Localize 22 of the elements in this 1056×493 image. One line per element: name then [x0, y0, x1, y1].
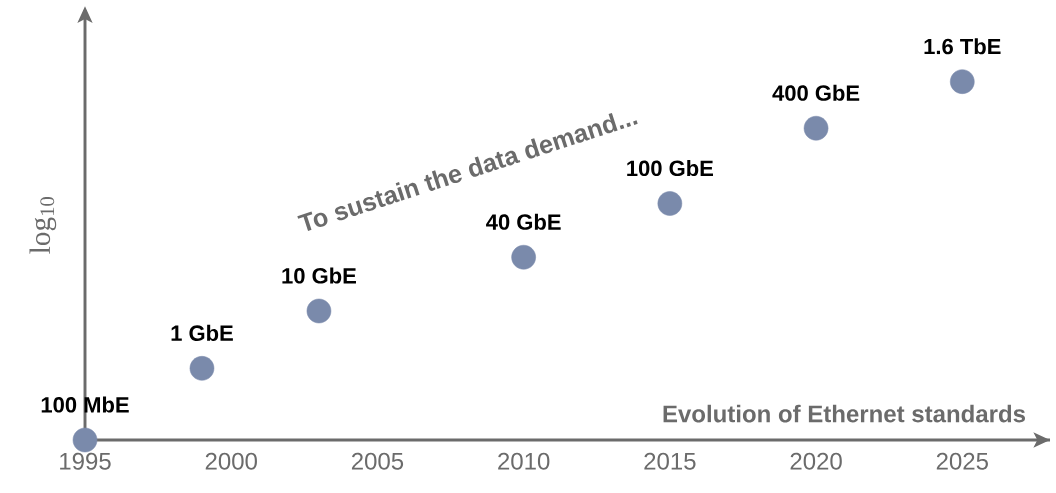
point: [306, 298, 332, 324]
x-tick-label: 2010: [498, 452, 550, 470]
x-axis-title: Evolution of Ethernet standards: [663, 404, 1026, 423]
annotation: 1 GbE: [171, 324, 233, 341]
annotation: 100 GbE: [627, 159, 713, 177]
point: [511, 244, 536, 270]
x-tick-label: 2000: [205, 452, 257, 470]
annotation: 40 GbE: [486, 213, 561, 230]
point: [657, 191, 683, 216]
point: [803, 115, 829, 141]
x-tick-label: 2015: [644, 452, 696, 470]
x-tick-label: 2020: [790, 452, 842, 470]
point: [189, 356, 215, 381]
x-tick-label: 2005: [351, 452, 404, 470]
point: [950, 69, 975, 94]
annotation: 400 GbE: [772, 84, 860, 101]
text: 1.6 TbE: [924, 38, 1001, 55]
x-tick-label: 1995: [60, 452, 111, 470]
annotation: 10 GbE: [282, 267, 356, 284]
x-tick-label: 2025: [936, 452, 988, 470]
y-axis-title: log$_{10}$: [29, 197, 57, 254]
point: [72, 427, 98, 453]
